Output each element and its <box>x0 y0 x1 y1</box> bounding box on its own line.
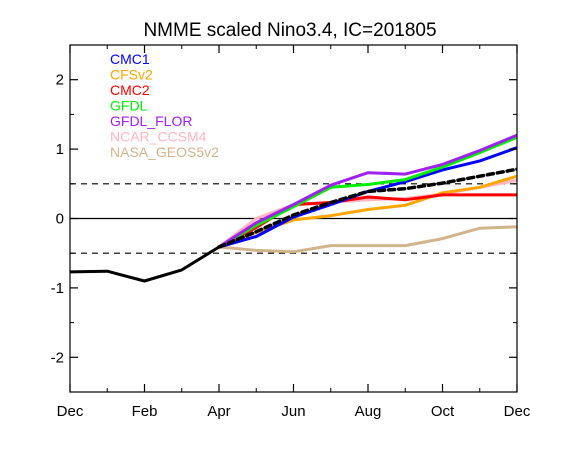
chart-title: NMME scaled Nino3.4, IC=201805 <box>143 20 436 41</box>
x-tick-label: Oct <box>431 403 455 420</box>
ensemble-mean-line <box>217 167 517 249</box>
y-tick-label: 1 <box>56 141 64 158</box>
x-tick-label: Dec <box>57 403 84 420</box>
legend-entry-gfdl-flor: GFDL_FLOR <box>110 113 192 129</box>
series-line-nasa-geos5v2 <box>217 225 517 254</box>
y-tick-label: 2 <box>56 72 64 89</box>
legend-entry-cmc1: CMC1 <box>110 51 150 67</box>
legend-entry-cfsv2: CFSv2 <box>110 67 153 83</box>
observed-line <box>70 245 221 283</box>
x-tick-label: Apr <box>207 403 230 420</box>
legend-entry-gfdl: GFDL <box>110 98 148 114</box>
series-line-gfdl <box>217 135 517 249</box>
series-line-cfsv2 <box>217 174 517 249</box>
legend-entry-ncar-ccsm4: NCAR_CCSM4 <box>110 129 207 145</box>
series-line-gfdl-flor <box>217 133 517 249</box>
legend-entry-nasa-geos5v2: NASA_GEOS5v2 <box>110 144 219 160</box>
x-tick-label: Feb <box>132 403 158 420</box>
y-tick-label: -2 <box>51 349 64 366</box>
y-tick-label: -1 <box>51 280 64 297</box>
y-tick-label: 0 <box>56 211 64 228</box>
x-tick-label: Dec <box>504 403 531 420</box>
x-tick-label: Aug <box>355 403 382 420</box>
legend-entry-cmc2: CMC2 <box>110 82 150 98</box>
x-tick-label: Jun <box>281 403 305 420</box>
